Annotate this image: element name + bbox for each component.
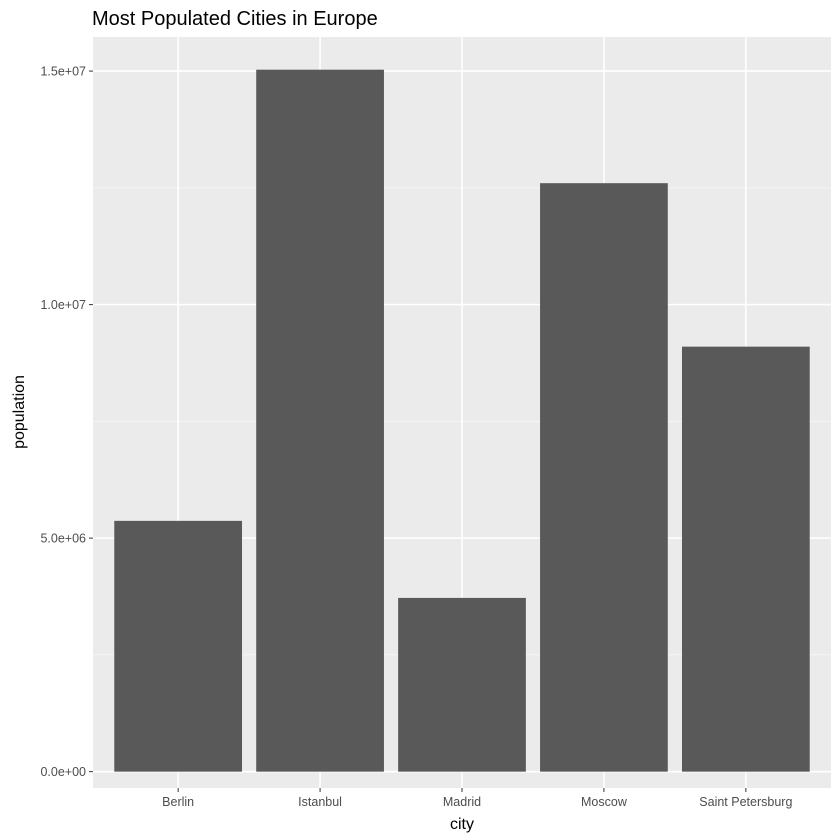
x-tick-label: Istanbul xyxy=(298,795,342,809)
bar-saint-petersburg xyxy=(681,346,810,772)
x-tick-label: Saint Petersburg xyxy=(699,795,792,809)
x-axis: Berlin Istanbul Madrid Moscow Saint Petersbu… xyxy=(162,788,792,809)
x-tick-label: Madrid xyxy=(443,795,481,809)
y-tick-label: 1.5e+07 xyxy=(40,65,86,79)
y-axis: 0.0e+00 5.0e+06 1.0e+07 1.5e+07 xyxy=(40,65,93,779)
x-tick-label: Berlin xyxy=(162,795,194,809)
x-tick-label: Moscow xyxy=(581,795,628,809)
bar-berlin xyxy=(114,520,243,772)
y-tick-label: 5.0e+06 xyxy=(40,532,86,546)
bar-istanbul xyxy=(256,69,384,772)
chart-title: Most Populated Cities in Europe xyxy=(92,8,378,30)
bar-madrid xyxy=(398,597,526,772)
y-tick-label: 0.0e+00 xyxy=(40,765,86,779)
bars xyxy=(114,69,810,772)
y-tick-label: 1.0e+07 xyxy=(40,298,86,312)
x-axis-title: city xyxy=(450,816,474,833)
bar-moscow xyxy=(540,183,668,772)
y-axis-title: population xyxy=(11,375,28,449)
